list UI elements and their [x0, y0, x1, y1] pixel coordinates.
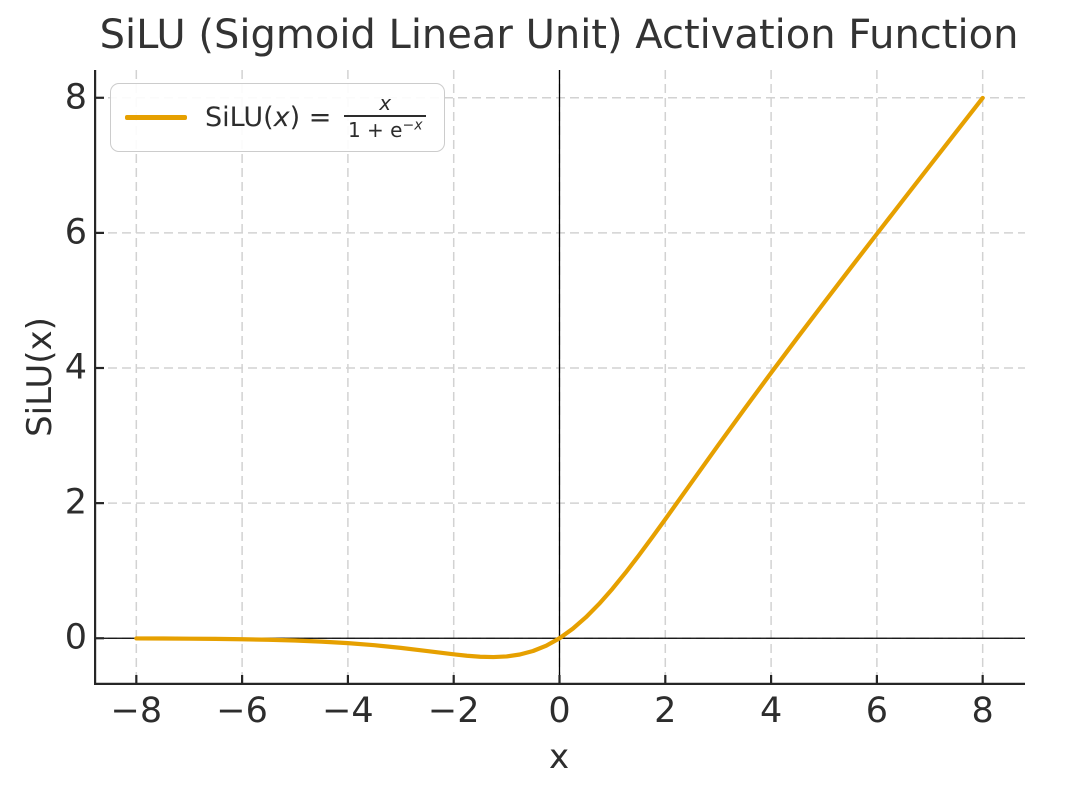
- y-tick-label: 0: [64, 617, 87, 658]
- legend-fn-equals: ) =: [289, 102, 340, 133]
- series-curve-silu: [134, 95, 985, 660]
- legend-line-swatch: [125, 115, 187, 120]
- x-tick-label: −6: [216, 691, 268, 731]
- x-tick-label: 8: [971, 691, 994, 731]
- legend-fraction-denominator: 1 + e−x: [343, 115, 427, 143]
- legend-fraction-numerator: x: [379, 91, 392, 115]
- y-tick-label: 6: [64, 212, 87, 253]
- x-tick-label: 6: [865, 691, 889, 731]
- x-tick-label: 0: [548, 691, 571, 731]
- y-tick-label: 8: [64, 77, 87, 118]
- plot-canvas: [94, 70, 1025, 685]
- x-tick-label: −8: [110, 691, 163, 731]
- y-tick-label: 4: [64, 347, 87, 388]
- x-axis-label: x: [548, 737, 570, 777]
- legend-denominator-base: 1 + e: [347, 118, 403, 142]
- legend-fn-prefix: SiLU(: [205, 102, 274, 133]
- chart-title: SiLU (Sigmoid Linear Unit) Activation Fu…: [99, 12, 1019, 58]
- y-axis-label: SiLU(x): [20, 317, 60, 437]
- x-tick-label: 2: [654, 691, 677, 731]
- y-tick-label: 2: [64, 482, 87, 523]
- legend-denominator-exponent: −x: [402, 117, 423, 134]
- legend-fn-var: x: [273, 102, 290, 133]
- x-tick-label: −4: [322, 691, 374, 731]
- x-tick-label: 4: [759, 691, 783, 731]
- x-tick-label: −2: [427, 691, 480, 731]
